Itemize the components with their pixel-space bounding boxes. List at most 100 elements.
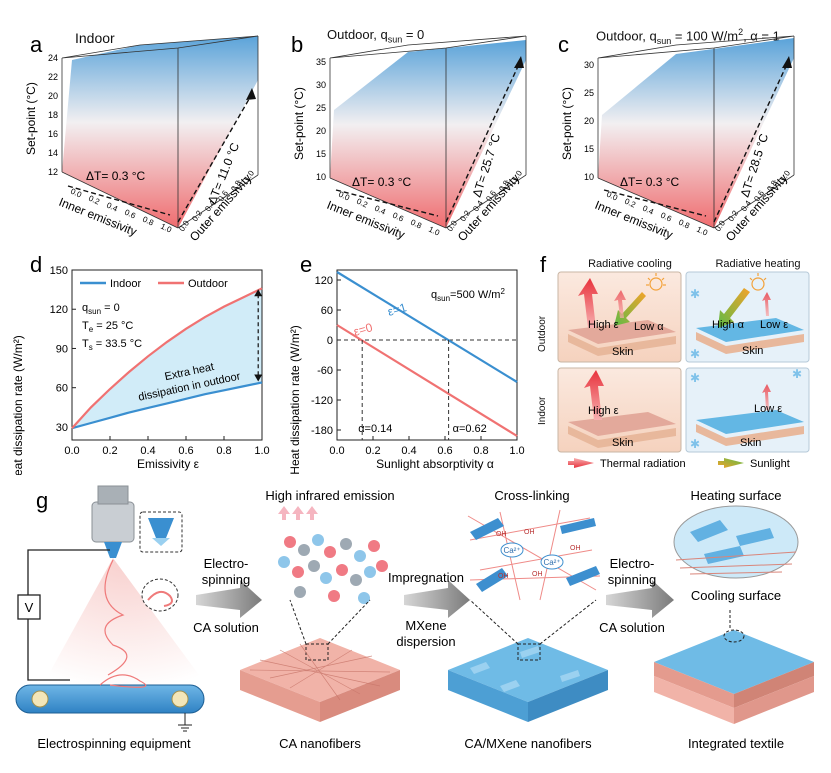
surface-panel-b: 10 15 20 25 30 35 Set-point (°C) ΔT= 0.3… [292,35,527,244]
step3-line2: spinning [608,572,656,587]
chart-d-series-outdoor [71,287,263,429]
step-arrow-3 [606,580,674,618]
dt-line-outer-a [177,93,253,223]
panel-label-c: c [558,32,569,57]
xtick-c-4: 0.8 [677,218,691,231]
chart-e-ytick-label: 60 [321,305,333,317]
ztick-b-2: 20 [316,126,326,136]
mxene-flakes [470,518,600,592]
sun-icon [646,273,666,291]
oh-3: OH [532,571,543,578]
chart-d-xtick-label: 1.0 [254,445,269,457]
chart-e-ytick-label: -60 [317,365,333,377]
sun-icon-2 [749,273,767,291]
chart-e-xlabel: Sunlight absorptivity α [376,457,494,471]
chart-d-ytick-label: 60 [56,383,68,395]
surface-plots: 12 14 16 18 20 22 24 Set-point (°C) ΔT= … [24,35,795,244]
cond-ts: Ts = 33.5 °C [82,338,142,352]
zlabel-a: Set-point (°C) [24,82,38,155]
chart-e-ylabel: Heat dissipation rate (W/m²) [288,325,302,474]
legend-outdoor: Outdoor [188,278,228,290]
step2-line3: dispersion [396,634,455,649]
dt-line-inner-a [67,185,171,216]
ztick-b-4: 30 [316,80,326,90]
zlabel-b: Set-point (°C) [292,87,306,160]
voltage-label: V [25,600,34,615]
chart-d-ytick-label: 150 [50,265,68,277]
chart-d-xtick-label: 0.6 [178,445,193,457]
ztick-c-1: 15 [584,144,594,154]
dt-line-outer-b [445,61,521,223]
panel-a-title: Indoor [75,30,115,46]
svg-text:✱: ✱ [690,347,700,361]
chart-e-xtick-label: 0.0 [329,445,344,457]
legend-sun-arrow [718,458,744,468]
panel-label-a: a [30,32,43,57]
f-col-head-heating: Radiative heating [715,258,801,270]
ca-ions: Ca²⁺ Ca²⁺ [500,542,564,570]
caption-textile: Integrated textile [688,736,784,751]
chart-d-legend: Indoor Outdoor [80,278,228,290]
cond-te: Te = 25 °C [82,320,133,334]
chart-d-ytick-label: 90 [56,343,68,355]
chart-d-ytick-label: 30 [56,422,68,434]
f-label-low-eps-2: Low ε [754,403,782,415]
chart-d-xtick-label: 0.0 [64,445,79,457]
surface-a [62,36,258,228]
zticks-c: 10 15 20 25 30 [584,60,594,182]
snowflake-icons: ✱ ✱ ✱ ✱ ✱ [690,287,802,451]
xtick-a-3: 0.6 [123,208,137,221]
surface-b [330,40,526,228]
chart-e-xtick-label: 0.4 [401,445,416,457]
xtick-a-1: 0.2 [87,194,101,207]
xtick-b-0: 0.0 [337,190,351,203]
cond-qsun: qsun = 0 [82,302,120,316]
emission-arrows [278,506,318,520]
heating-label: Heating surface [690,488,781,503]
molecule-cluster [278,534,388,604]
legend-thermal-arrow [568,458,594,468]
dt-inner-a: ΔT= 0.3 °C [86,169,146,183]
xtick-b-2: 0.4 [373,204,387,217]
f-label-low-eps-1: Low ε [760,319,788,331]
oh-4: OH [570,545,581,552]
f-label-high-eps-1: High ε [588,319,619,331]
zticks-a: 12 14 16 18 20 22 24 [48,53,58,177]
xtick-c-5: 1.0 [695,225,709,238]
chart-e-frame [336,269,518,441]
dt-line-inner-b [335,189,439,217]
ca-ion-1: Ca²⁺ [503,546,520,555]
ztick-a-3: 18 [48,110,58,120]
chart-d-xtick-label: 0.2 [102,445,117,457]
legend-thermal-label: Thermal radiation [600,458,686,470]
ztick-c-4: 30 [584,60,594,70]
chart-e-xtick-label: 0.8 [473,445,488,457]
f-col-head-cooling: Radiative cooling [588,258,672,270]
chart-d-xlabel: Emissivity ε [137,457,200,471]
xticks-a: 0.0 0.2 0.4 0.6 0.8 1.0 [69,187,173,235]
chart-e-label-eps1: ε=1 [386,300,408,319]
f-thermal-arrow-4 [762,384,771,410]
xtick-c-1: 0.2 [623,197,637,210]
chart-e-plot: 0.0 0.2 0.4 0.6 0.8 1.0 120 60 0 -60 -120 -180 α=0.1… [311,269,525,457]
step-arrow-2 [404,580,470,618]
f-row-head-indoor: Indoor [537,396,548,425]
ztick-b-3: 25 [316,103,326,113]
xtick-a-4: 0.8 [141,215,155,228]
chart-d-conditions: qsun = 0 Te = 25 °C Ts = 33.5 °C [82,302,142,352]
chart-d-frame [71,269,263,441]
xticks-b: 0.0 0.2 0.4 0.6 0.8 1.0 [337,190,441,238]
ztick-a-5: 22 [48,72,58,82]
chart-e-xtick-label: 0.2 [365,445,380,457]
chart-e-series-1 [336,324,518,437]
panel-label-g: g [36,488,49,513]
xtick-a-2: 0.4 [105,201,119,214]
chart-e-ytick-label: 120 [315,275,333,287]
ztick-b-5: 35 [316,57,326,67]
f-label-high-eps-2: High ε [588,405,619,417]
chart-d-ylabel: Heat dissipation rate (W/m²) [11,335,25,475]
xtick-b-1: 0.2 [355,197,369,210]
chart-e: 0.0 0.2 0.4 0.6 0.8 1.0 120 60 0 -60 -120 -180 α=0.1… [288,269,525,475]
caption-mxene: CA/MXene nanofibers [464,736,592,751]
heating-surface-zoom [673,505,799,579]
